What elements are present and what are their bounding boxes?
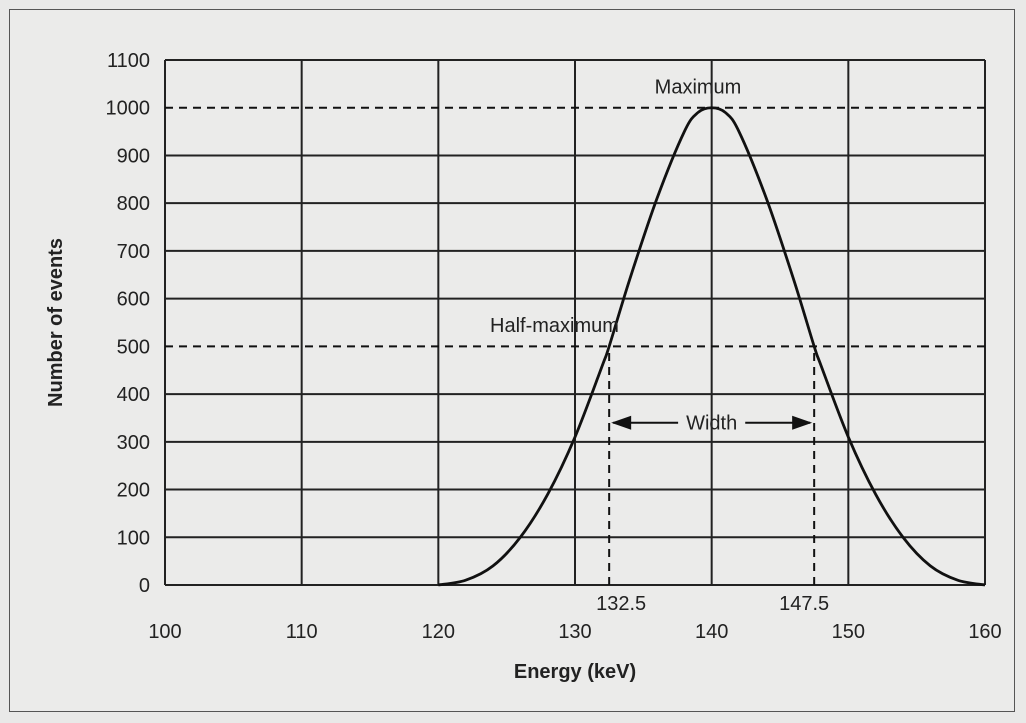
left-marker-label: 132.5 xyxy=(596,593,646,615)
reference-lines xyxy=(165,106,985,585)
y-tick-label: 900 xyxy=(117,145,150,167)
y-ticks: 0 100 200 300 400 500 600 700 800 900 1000 1100 xyxy=(106,50,151,597)
arrow-left-icon xyxy=(611,415,632,430)
annotations: Maximum Half-maximum Width 132.5 147.5 xyxy=(490,76,829,615)
width-label: Width xyxy=(686,413,737,435)
x-axis-title: Energy (keV) xyxy=(514,661,636,683)
y-tick-label: 800 xyxy=(117,193,150,215)
y-tick-label: 1100 xyxy=(107,50,150,72)
y-tick-label: 0 xyxy=(139,575,150,597)
y-tick-label: 100 xyxy=(117,527,150,549)
x-tick-label: 120 xyxy=(422,621,455,643)
y-tick-label: 300 xyxy=(117,432,150,454)
y-tick-label: 600 xyxy=(117,289,150,311)
curve xyxy=(438,106,986,587)
series-line xyxy=(438,106,986,587)
x-tick-label: 100 xyxy=(148,621,181,643)
y-tick-label: 1000 xyxy=(106,98,151,120)
arrow-right-icon xyxy=(792,415,813,430)
y-tick-label: 400 xyxy=(117,384,150,406)
y-tick-label: 700 xyxy=(117,241,150,263)
x-tick-label: 160 xyxy=(968,621,1001,643)
right-marker-label: 147.5 xyxy=(779,593,829,615)
x-tick-label: 150 xyxy=(832,621,865,643)
maximum-label: Maximum xyxy=(655,76,742,98)
grid xyxy=(164,59,986,586)
x-tick-label: 140 xyxy=(695,621,728,643)
x-ticks: 100 110 120 130 140 150 160 xyxy=(148,621,1001,643)
y-axis-title: Number of events xyxy=(45,238,67,407)
x-tick-label: 110 xyxy=(286,621,318,643)
y-tick-label: 500 xyxy=(117,336,150,358)
y-tick-label: 200 xyxy=(117,480,150,502)
half-maximum-label: Half-maximum xyxy=(490,315,619,337)
x-tick-label: 130 xyxy=(558,621,591,643)
